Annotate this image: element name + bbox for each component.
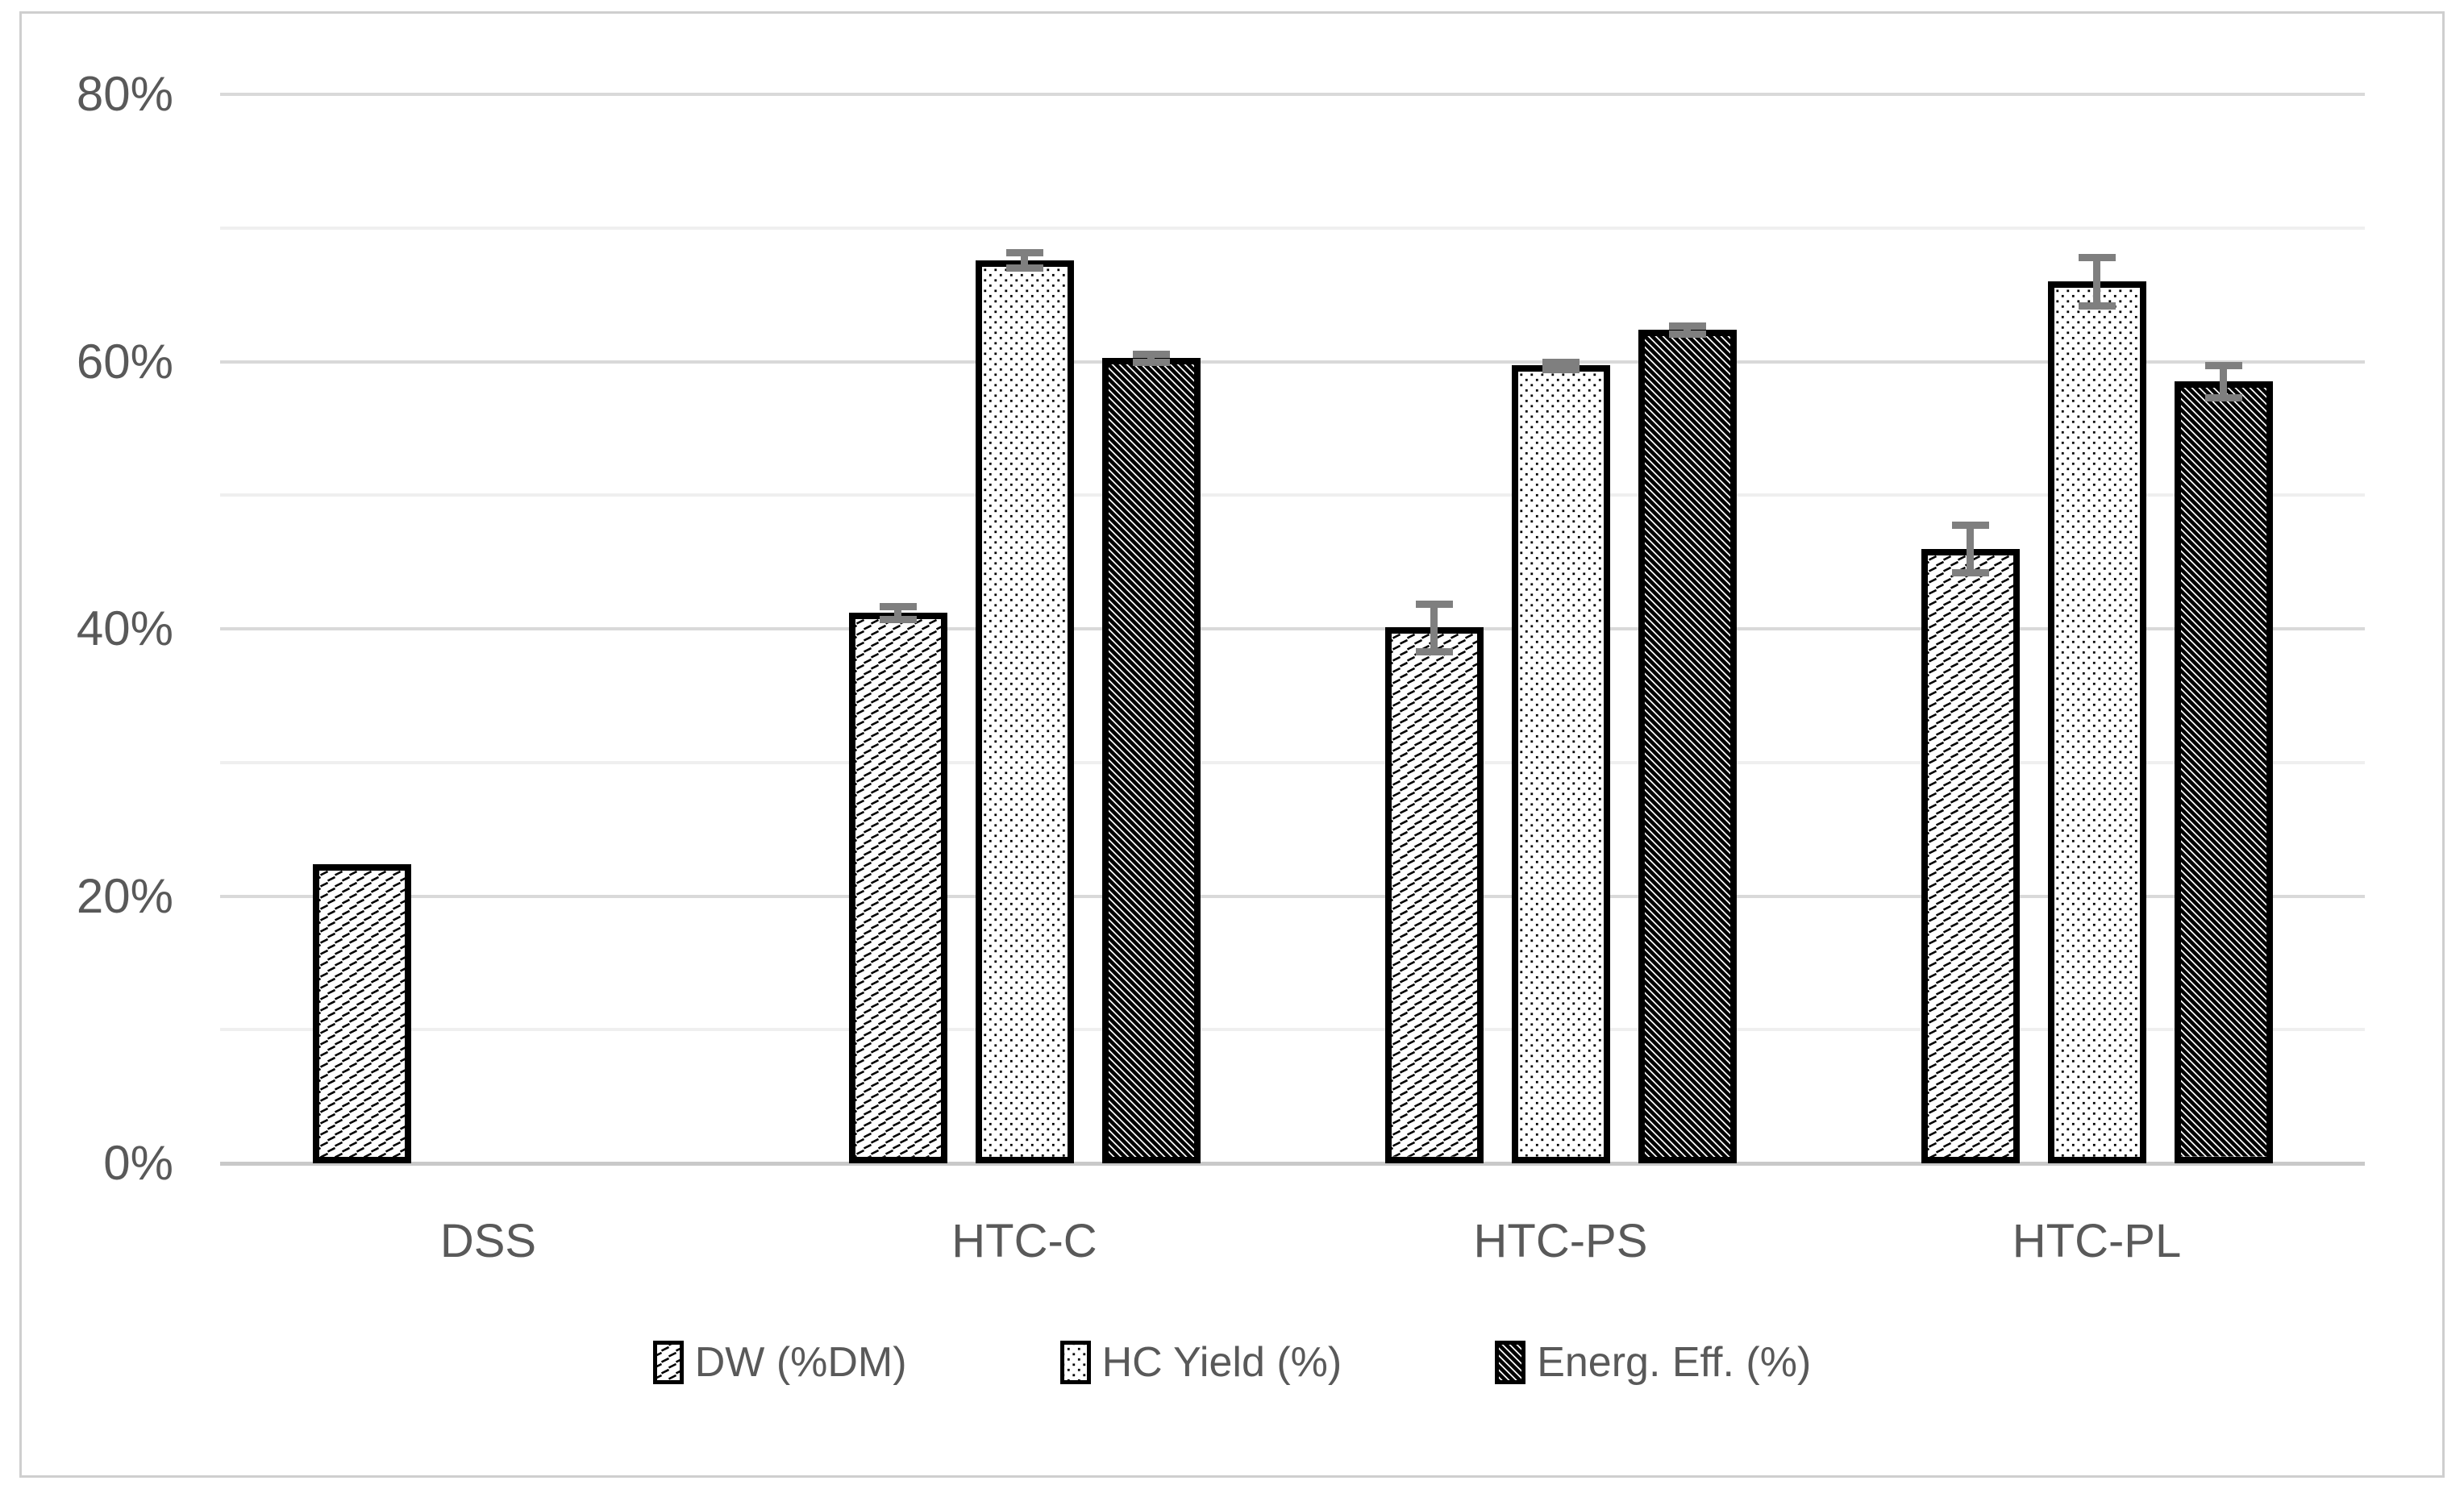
- y-tick-label: 0%: [103, 1136, 173, 1190]
- bar-energ-eff-htc-c: [1101, 357, 1201, 1163]
- light-diagonal-dash-hatch-fill: [1391, 634, 1477, 1157]
- gridline-major: [220, 894, 2365, 898]
- bar-hc-yield-htc-c: [975, 260, 1074, 1163]
- legend-item-label: DW (%DM): [694, 1339, 907, 1386]
- error-bar-cap-bottom: [879, 616, 917, 624]
- bar-energ-eff-htc-pl: [2174, 381, 2273, 1163]
- bar-hc-yield-htc-ps: [1511, 365, 1610, 1163]
- error-bar-stem: [894, 605, 901, 620]
- dense-diagonal-stripes-fill: [2180, 388, 2266, 1157]
- light-diagonal-dash-hatch-fill: [318, 870, 405, 1157]
- bar-energ-eff-htc-ps: [1638, 329, 1737, 1163]
- legend-item-energ-eff: Energ. Eff. (%): [1495, 1340, 1811, 1385]
- error-bar-cap-bottom: [1132, 358, 1170, 366]
- legend-item-label: HC Yield (%): [1101, 1339, 1342, 1386]
- x-category-label-htc-c: HTC-C: [951, 1215, 1097, 1267]
- fine-dots-fill: [2054, 288, 2140, 1157]
- error-bar-cap-bottom: [1542, 366, 1580, 374]
- error-bar-cap-bottom: [1005, 264, 1043, 272]
- error-bar-cap-top: [2204, 362, 2242, 370]
- gridline-minor: [220, 493, 2365, 497]
- y-tick-label: 20%: [76, 868, 173, 923]
- error-bar-stem: [1021, 252, 1028, 268]
- x-category-label-htc-ps: HTC-PS: [1473, 1215, 1648, 1267]
- gridline-major: [220, 93, 2365, 96]
- light-diagonal-dash-hatch-fill: [855, 619, 941, 1157]
- error-bar-stem: [2093, 257, 2100, 306]
- dense-diagonal-stripes-fill: [1108, 364, 1194, 1157]
- bar-dw-dm-dss: [312, 863, 411, 1163]
- bar-dw-dm-htc-ps: [1384, 627, 1484, 1163]
- bar-dw-dm-htc-pl: [1921, 548, 2020, 1163]
- error-bar-cap-top: [1005, 248, 1043, 256]
- gridline-minor: [220, 1028, 2365, 1032]
- legend-swatch-fine-dots-icon: [1059, 1341, 1091, 1384]
- error-bar-cap-top: [1542, 358, 1580, 366]
- error-bar-stem: [2220, 365, 2227, 398]
- gridline-major: [220, 627, 2365, 630]
- x-axis-line: [220, 1162, 2365, 1166]
- legend-swatch-dense-diagonal-stripes-icon: [1495, 1341, 1526, 1384]
- y-tick-label: 60%: [76, 334, 173, 389]
- legend-item-label: Energ. Eff. (%): [1537, 1339, 1812, 1386]
- x-category-label-htc-pl: HTC-PL: [2012, 1215, 2182, 1267]
- error-bar-cap-top: [1951, 521, 1989, 529]
- error-bar-cap-bottom: [2078, 302, 2116, 310]
- gridline-minor: [220, 760, 2365, 764]
- error-bar-cap-top: [1668, 322, 1706, 330]
- gridline-minor: [220, 226, 2365, 230]
- gridline-major: [220, 360, 2365, 364]
- error-bar-cap-top: [2078, 254, 2116, 262]
- error-bar-cap-bottom: [1668, 330, 1706, 338]
- dense-diagonal-stripes-fill: [1644, 335, 1730, 1157]
- bar-dw-dm-htc-c: [848, 613, 947, 1163]
- error-bar-cap-top: [879, 602, 917, 610]
- error-bar-cap-top: [1415, 600, 1453, 608]
- x-category-label-dss: DSS: [439, 1215, 537, 1267]
- error-bar-stem: [1967, 524, 1974, 573]
- legend-swatch-light-diagonal-dash-hatch-icon: [652, 1341, 684, 1384]
- legend: DW (%DM) HC Yield (%) Energ. Eff. (%): [0, 1340, 2464, 1385]
- error-bar-cap-bottom: [2204, 394, 2242, 402]
- error-bar-stem: [1430, 603, 1438, 652]
- legend-item-hc-yield: HC Yield (%): [1059, 1339, 1342, 1386]
- error-bar-cap-bottom: [1951, 569, 1989, 577]
- legend-item-dw-dm: DW (%DM): [652, 1339, 907, 1386]
- y-tick-label: 80%: [76, 67, 173, 121]
- bar-hc-yield-htc-pl: [2047, 281, 2146, 1163]
- error-bar-cap-bottom: [1415, 648, 1453, 656]
- error-bar-cap-top: [1132, 350, 1170, 358]
- fine-dots-fill: [1517, 372, 1604, 1157]
- y-tick-label: 40%: [76, 601, 173, 655]
- fine-dots-fill: [981, 266, 1068, 1157]
- light-diagonal-dash-hatch-fill: [1927, 555, 2013, 1157]
